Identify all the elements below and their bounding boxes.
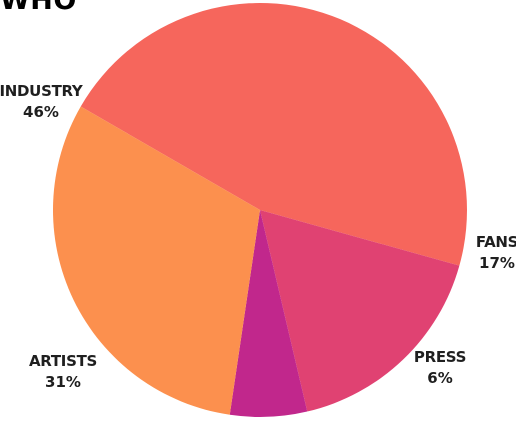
slice-label-press: PRESS (414, 348, 466, 366)
pie-slice-fans (260, 210, 460, 412)
slice-label-industry: INDUSTRY (0, 82, 84, 100)
slice-value-press: 6% (427, 369, 452, 387)
pie-slice-press (229, 210, 308, 418)
slice-label-fans: FANS (476, 233, 516, 251)
chart-title-fragment: WHO (0, 0, 77, 16)
slice-label-artists: ARTISTS (29, 352, 97, 370)
slice-value-industry: 46% (23, 103, 59, 121)
pie-slice-industry (80, 3, 467, 266)
pie-slice-artists (52, 106, 260, 415)
slice-value-fans: 17% (479, 254, 515, 272)
slice-value-artists: 31% (45, 373, 81, 391)
